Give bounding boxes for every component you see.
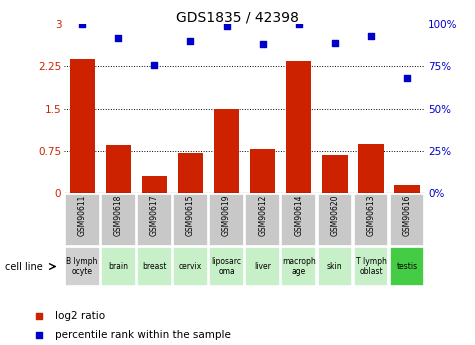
Text: GSM90617: GSM90617 [150, 195, 159, 236]
Text: GSM90612: GSM90612 [258, 195, 267, 236]
Text: liver: liver [254, 262, 271, 271]
Text: percentile rank within the sample: percentile rank within the sample [55, 330, 231, 339]
Point [403, 76, 411, 81]
FancyBboxPatch shape [318, 247, 352, 286]
Bar [105, 145, 131, 193]
Text: GSM90615: GSM90615 [186, 195, 195, 236]
FancyBboxPatch shape [65, 194, 99, 246]
Point [151, 62, 158, 68]
Text: GSM90619: GSM90619 [222, 195, 231, 236]
Bar [214, 109, 239, 193]
Bar [322, 155, 348, 193]
Text: GSM90620: GSM90620 [331, 195, 339, 236]
FancyBboxPatch shape [390, 194, 424, 246]
Bar [142, 176, 167, 193]
FancyBboxPatch shape [65, 247, 99, 286]
Point [367, 33, 375, 39]
Bar [178, 152, 203, 193]
Bar [69, 59, 95, 193]
Text: GDS1835 / 42398: GDS1835 / 42398 [176, 10, 299, 24]
FancyBboxPatch shape [282, 247, 316, 286]
Point [187, 38, 194, 44]
Text: T lymph
oblast: T lymph oblast [355, 257, 387, 276]
Text: GSM90616: GSM90616 [403, 195, 411, 236]
Bar [250, 149, 276, 193]
Text: testis: testis [397, 262, 418, 271]
Point [295, 21, 303, 27]
Point [259, 42, 266, 47]
FancyBboxPatch shape [246, 194, 280, 246]
FancyBboxPatch shape [137, 194, 171, 246]
FancyBboxPatch shape [173, 194, 208, 246]
Text: skin: skin [327, 262, 342, 271]
Point [223, 23, 230, 29]
Text: macroph
age: macroph age [282, 257, 316, 276]
FancyBboxPatch shape [209, 247, 244, 286]
Point [114, 35, 122, 40]
Text: liposarc
oma: liposarc oma [211, 257, 242, 276]
Point [331, 40, 339, 46]
FancyBboxPatch shape [282, 194, 316, 246]
Text: GSM90618: GSM90618 [114, 195, 123, 236]
Point [35, 313, 43, 318]
Text: brain: brain [108, 262, 128, 271]
Text: cervix: cervix [179, 262, 202, 271]
FancyBboxPatch shape [101, 247, 135, 286]
Point [35, 332, 43, 337]
Text: cell line: cell line [5, 262, 42, 272]
FancyBboxPatch shape [354, 194, 388, 246]
Text: B lymph
ocyte: B lymph ocyte [66, 257, 98, 276]
FancyBboxPatch shape [354, 247, 388, 286]
Text: GSM90614: GSM90614 [294, 195, 303, 236]
FancyBboxPatch shape [390, 247, 424, 286]
Bar [358, 144, 384, 193]
Text: log2 ratio: log2 ratio [55, 311, 105, 321]
Bar [286, 61, 312, 193]
FancyBboxPatch shape [209, 194, 244, 246]
FancyBboxPatch shape [137, 247, 171, 286]
FancyBboxPatch shape [246, 247, 280, 286]
FancyBboxPatch shape [173, 247, 208, 286]
Point [78, 21, 86, 27]
Text: GSM90611: GSM90611 [78, 195, 86, 236]
Bar [394, 185, 420, 193]
FancyBboxPatch shape [101, 194, 135, 246]
FancyBboxPatch shape [318, 194, 352, 246]
Text: breast: breast [142, 262, 167, 271]
Text: GSM90613: GSM90613 [367, 195, 375, 236]
